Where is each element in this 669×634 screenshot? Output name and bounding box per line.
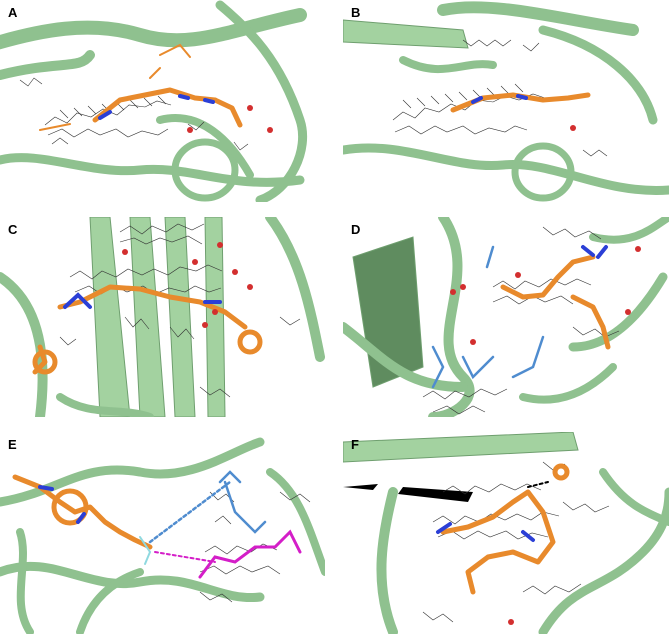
structure-image-e	[0, 437, 325, 634]
structure-image-a	[0, 0, 308, 202]
panel-label-d: D	[351, 222, 361, 237]
panel-a: A	[0, 0, 325, 202]
structure-image-d	[343, 217, 669, 417]
panel-d: D	[343, 217, 669, 417]
structure-image-c	[0, 217, 325, 417]
panel-label-b: B	[351, 5, 361, 20]
panel-label-f: F	[351, 437, 359, 452]
panel-label-c: C	[8, 222, 18, 237]
panel-b: B	[343, 0, 669, 202]
panel-label-e: E	[8, 437, 17, 452]
panel-label-a: A	[8, 5, 18, 20]
structure-image-f	[343, 432, 669, 634]
structure-image-b	[343, 1, 669, 202]
panel-e: E	[0, 432, 325, 634]
panel-f: F	[343, 432, 669, 634]
panel-c: C	[0, 217, 325, 417]
